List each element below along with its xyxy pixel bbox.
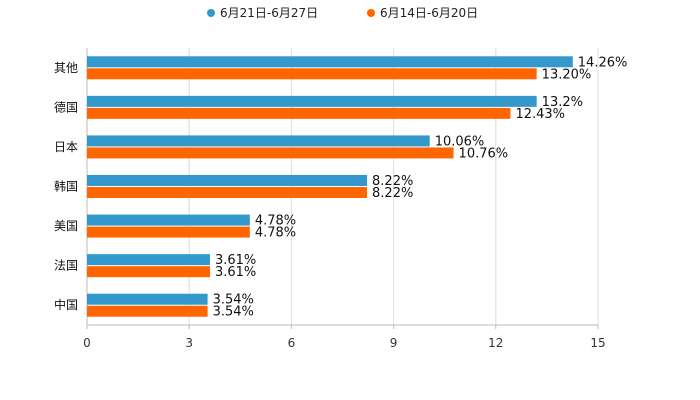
data-label: 3.61% [215, 265, 256, 280]
category-label: 法国 [54, 259, 78, 273]
category-label: 其他 [54, 61, 78, 75]
category-label: 中国 [54, 297, 78, 312]
data-label: 13.2% [542, 95, 583, 110]
data-label: 13.20% [542, 67, 592, 82]
data-label: 14.26% [578, 55, 628, 70]
x-tick-label: 9 [390, 336, 398, 350]
legend-marker-1[interactable] [207, 9, 215, 17]
legend-marker-2[interactable] [367, 9, 375, 17]
data-label: 3.54% [213, 305, 254, 320]
x-tick-label: 3 [185, 336, 193, 350]
bar-series-1[interactable] [87, 175, 368, 186]
data-label: 10.76% [459, 146, 509, 161]
data-label: 10.06% [435, 134, 485, 149]
data-label: 8.22% [372, 174, 413, 189]
data-label: 12.43% [515, 107, 565, 122]
bar-series-1[interactable] [87, 95, 537, 107]
x-tick-label: 15 [590, 336, 605, 350]
bar-series-1[interactable] [87, 135, 430, 147]
bar-series-1[interactable] [87, 293, 208, 305]
bar-series-2[interactable] [87, 68, 537, 80]
category-label: 美国 [54, 219, 78, 233]
category-label: 德国 [54, 99, 78, 114]
bar-series-2[interactable] [87, 107, 511, 119]
bar-series-2[interactable] [87, 266, 210, 278]
data-label: 8.22% [372, 186, 413, 201]
data-label: 3.54% [213, 293, 254, 308]
data-label: 4.78% [255, 226, 296, 241]
legend-label-1[interactable]: 6月21日-6月27日 [220, 6, 318, 20]
legend-label-2[interactable]: 6月14日-6月20日 [380, 6, 478, 20]
data-label: 4.78% [255, 214, 296, 229]
bar-series-2[interactable] [87, 226, 250, 238]
category-label: 韩国 [54, 179, 78, 194]
data-label: 3.61% [215, 253, 256, 268]
bar-series-2[interactable] [87, 305, 208, 317]
x-tick-label: 0 [83, 336, 91, 350]
x-tick-label: 12 [488, 336, 503, 350]
x-tick-label: 6 [288, 336, 296, 350]
bar-series-1[interactable] [87, 254, 210, 266]
bar-series-2[interactable] [87, 147, 454, 159]
bar-series-1[interactable] [87, 214, 250, 226]
bar-series-1[interactable] [87, 56, 573, 68]
category-label: 日本 [54, 140, 78, 154]
bar-series-2[interactable] [87, 187, 368, 198]
